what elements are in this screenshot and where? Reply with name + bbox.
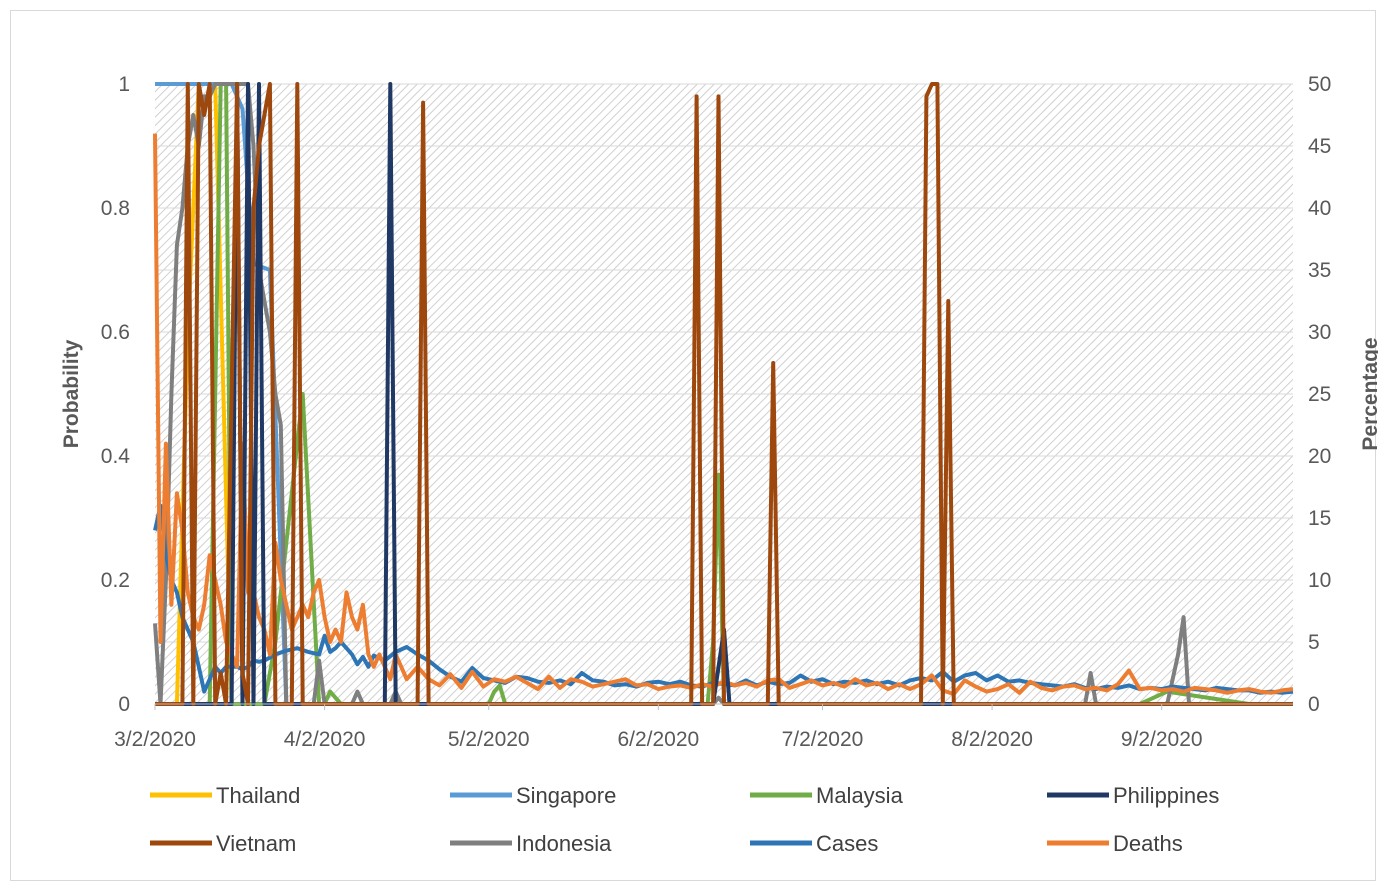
y-tick-label: 0.4 — [101, 445, 131, 468]
series-line-deaths — [153, 133, 1294, 697]
x-tick-label: 6/2/2020 — [617, 728, 699, 751]
legend-label: Deaths — [1113, 831, 1183, 856]
y-tick-label: 0.6 — [101, 321, 130, 344]
y2-tick-label: 15 — [1308, 507, 1331, 530]
y-tick-label: 0.2 — [101, 569, 130, 592]
y2-tick-label: 45 — [1308, 135, 1331, 158]
right-axis: 0 5 10 15 20 25 30 35 40 45 50 — [1308, 73, 1331, 716]
y2-tick-label: 40 — [1308, 197, 1331, 220]
left-axis: 0 0.2 0.4 0.6 0.8 1 — [101, 73, 131, 716]
y-axis-title: Probability — [60, 339, 83, 448]
x-tick-label: 8/2/2020 — [951, 728, 1033, 751]
y2-tick-label: 25 — [1308, 383, 1331, 406]
legend-label: Cases — [816, 831, 878, 856]
y2-tick-label: 30 — [1308, 321, 1331, 344]
x-tick-label: 7/2/2020 — [782, 728, 864, 751]
legend-label: Thailand — [216, 783, 300, 808]
y-tick-label: 1 — [118, 73, 130, 96]
legend-label: Vietnam — [216, 831, 296, 856]
x-axis: 3/2/2020 4/2/2020 5/2/2020 6/2/2020 7/2/2020… — [114, 703, 1293, 751]
legend-label: Singapore — [516, 783, 616, 808]
y2-tick-label: 35 — [1308, 259, 1331, 282]
x-tick-label: 4/2/2020 — [284, 728, 366, 751]
y2-tick-label: 20 — [1308, 445, 1331, 468]
y2-tick-label: 0 — [1308, 693, 1320, 716]
y2-tick-label: 10 — [1308, 569, 1331, 592]
legend-label: Philippines — [1113, 783, 1219, 808]
x-tick-label: 5/2/2020 — [448, 728, 530, 751]
y-tick-label: 0 — [118, 693, 130, 716]
y2-axis-title: Percentage — [1359, 337, 1378, 450]
y2-tick-label: 5 — [1308, 631, 1320, 654]
y2-tick-label: 50 — [1308, 73, 1331, 96]
gridlines — [155, 83, 1293, 705]
legend-label: Malaysia — [816, 783, 904, 808]
x-tick-label: 9/2/2020 — [1121, 728, 1203, 751]
legend-label: Indonesia — [516, 831, 612, 856]
y-tick-label: 0.8 — [101, 197, 130, 220]
x-tick-label: 3/2/2020 — [114, 728, 196, 751]
legend: Thailand Singapore Malaysia Philippines Viet… — [150, 783, 1219, 856]
